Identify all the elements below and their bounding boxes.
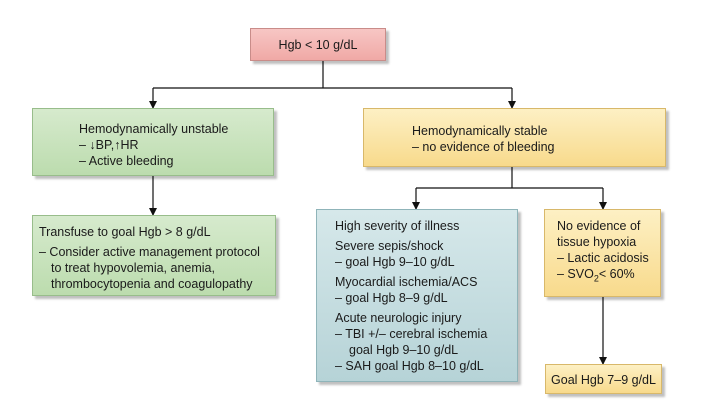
no-hypoxia-title-2: tissue hypoxia (557, 235, 637, 249)
stable-line-1: – no evidence of bleeding (412, 140, 555, 154)
high-severity-title: High severity of illness (335, 219, 460, 233)
neuro-sah: – SAH goal Hgb 8–10 g/dL (335, 359, 484, 373)
root-box: Hgb < 10 g/dL (250, 28, 386, 61)
root-text: Hgb < 10 g/dL (278, 38, 358, 52)
neuro-tbi: – TBI +/– cerebral ischemia (335, 327, 488, 341)
transfuse-box: Transfuse to goal Hgb > 8 g/dL – Conside… (32, 215, 276, 296)
transfuse-line-1: – Consider active management protocol (39, 245, 260, 259)
stable-box: Hemodynamically stable – no evidence of … (363, 108, 666, 167)
goal-box: Goal Hgb 7–9 g/dL (545, 364, 662, 394)
unstable-line-2: – Active bleeding (79, 154, 174, 168)
unstable-line-1: – ↓BP,↑HR (79, 138, 139, 152)
no-hypoxia-title-1: No evidence of (557, 219, 641, 233)
ischemia-heading: Myocardial ischemia/ACS (335, 275, 478, 289)
sepsis-goal: – goal Hgb 9–10 g/dL (335, 255, 455, 269)
lactic-acidosis: – Lactic acidosis (557, 251, 649, 265)
sepsis-heading: Severe sepis/shock (335, 239, 444, 253)
transfuse-title: Transfuse to goal Hgb > 8 g/dL (39, 225, 211, 239)
no-hypoxia-box: No evidence of tissue hypoxia – Lactic a… (544, 209, 661, 297)
stable-title: Hemodynamically stable (412, 124, 548, 138)
transfuse-line-2: to treat hypovolemia, anemia, (51, 261, 215, 275)
ischemia-goal: – goal Hgb 8–9 g/dL (335, 291, 448, 305)
transfuse-line-3: thrombocytopenia and coagulopathy (51, 277, 253, 291)
high-severity-box: High severity of illness Severe sepis/sh… (316, 209, 518, 382)
neuro-heading: Acute neurologic injury (335, 311, 462, 325)
goal-text: Goal Hgb 7–9 g/dL (551, 373, 656, 387)
unstable-title: Hemodynamically unstable (79, 122, 229, 136)
neuro-tbi-goal: goal Hgb 9–10 g/dL (349, 343, 459, 357)
svo2-criterion: – SVO2< 60% (557, 267, 635, 284)
unstable-box: Hemodynamically unstable – ↓BP,↑HR – Act… (32, 108, 274, 176)
